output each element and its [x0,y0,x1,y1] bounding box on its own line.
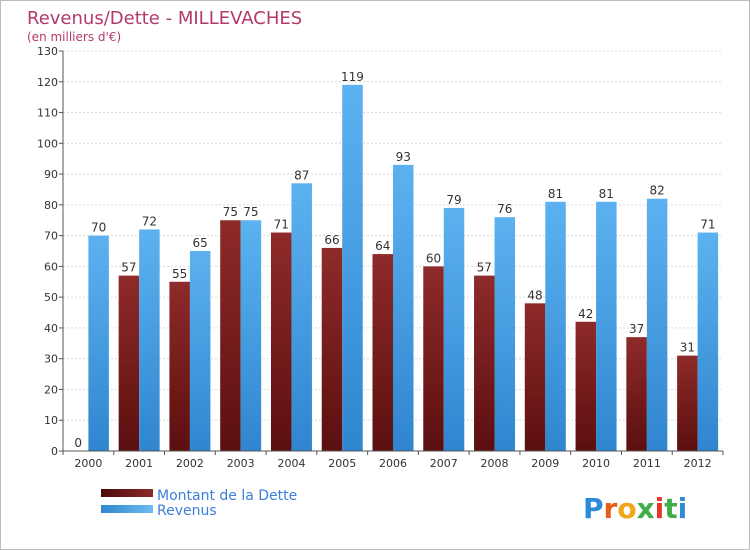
bar-dette [321,247,343,451]
bar-revenus [189,251,211,451]
chart-title: Revenus/Dette - MILLEVACHES [27,8,302,29]
x-tick-label: 2006 [379,457,407,470]
data-labels: 0 70 57 72 55 65 75 75 71 87 66 119 64 93 60 79 57 76 48 81… [74,70,715,450]
data-label: 87 [294,168,309,182]
bar-revenus [393,164,414,451]
y-tick-label: 50 [44,291,58,304]
legend: Montant de la Dette Revenus [101,488,297,519]
bar-dette [220,220,241,451]
data-label: 55 [172,267,187,281]
bar-revenus [240,220,262,451]
bar-revenus [88,235,109,451]
x-tick-label: 2005 [328,457,356,470]
data-label: 71 [274,218,289,232]
logo-letter: x [637,492,655,525]
logo-letter: P [583,492,604,525]
data-label: 31 [680,341,695,355]
bar-dette [626,337,647,451]
bar-revenus [697,232,719,451]
legend-swatch-revenus [101,505,153,513]
bar-dette [677,355,698,451]
bar-dette [270,232,292,451]
data-label: 70 [91,221,106,235]
data-label: 48 [527,288,542,302]
bars-group [88,84,719,452]
data-label: 75 [243,205,258,219]
data-label: 79 [446,193,461,207]
x-tick-label: 2001 [125,457,153,470]
bar-revenus [545,201,566,451]
bar-revenus [139,229,160,451]
y-axis-ticks: 0 10 20 30 40 50 60 70 80 90 100 110 120 130 [37,45,63,458]
legend-label-revenus: Revenus [157,503,217,519]
logo-letter: o [617,492,636,525]
bar-dette [474,275,495,451]
x-tick-label: 2011 [633,457,661,470]
legend-label-debt: Montant de la Dette [157,488,297,504]
logo-letter: t [664,492,677,525]
x-tick-label: 2010 [582,457,610,470]
bar-revenus [443,207,465,451]
data-label: 76 [497,202,512,216]
data-label: 75 [223,205,238,219]
x-tick-label: 2007 [430,457,458,470]
y-tick-label: 100 [37,137,58,150]
logo-letter: i [655,492,665,525]
x-tick-label: 2012 [684,457,712,470]
legend-swatch-debt [101,489,153,497]
x-tick-label: 2000 [74,457,102,470]
proxiti-logo: Proxiti [583,492,687,525]
data-label: 65 [193,236,208,250]
data-label: 72 [142,214,157,228]
data-label: 82 [649,184,664,198]
data-label: 57 [121,261,136,275]
y-tick-label: 20 [44,383,58,396]
y-tick-label: 70 [44,230,58,243]
x-tick-label: 2008 [481,457,509,470]
bar-revenus [342,84,363,451]
bar-dette [169,281,190,451]
y-tick-label: 130 [37,45,58,58]
x-axis-ticks: 2000 2001 2002 2003 2004 2005 2006 2007 2008 2009… [62,451,724,470]
y-tick-label: 40 [44,322,58,335]
x-tick-label: 2003 [227,457,255,470]
bar-revenus [291,183,312,452]
data-label: 66 [324,233,339,247]
data-label: 64 [375,239,390,253]
data-label: 93 [396,150,411,164]
y-tick-label: 0 [51,445,58,458]
y-tick-label: 120 [37,76,58,89]
data-label: 42 [578,307,593,321]
data-label: 57 [477,261,492,275]
y-tick-label: 30 [44,353,58,366]
logo-letter: i [678,492,688,525]
data-label: 71 [700,218,715,232]
x-tick-label: 2009 [531,457,559,470]
y-tick-label: 80 [44,199,58,212]
data-label: 119 [341,70,364,84]
bar-dette [372,254,393,451]
y-tick-label: 110 [37,107,58,120]
bar-dette [524,303,546,451]
logo-letter: r [604,492,618,525]
bar-revenus [494,217,516,451]
y-tick-label: 90 [44,168,58,181]
data-label: 81 [599,187,614,201]
x-tick-label: 2002 [176,457,204,470]
bar-revenus [646,198,668,451]
bar-dette [423,266,444,451]
y-tick-label: 60 [44,260,58,273]
data-label: 81 [548,187,563,201]
y-tick-label: 10 [44,414,58,427]
data-label: 60 [426,251,441,265]
data-label: 0 [74,436,82,450]
bar-dette [575,321,597,451]
x-tick-label: 2004 [277,457,305,470]
chart-subtitle: (en milliers d'€) [27,30,121,44]
bar-dette [118,275,140,451]
bar-revenus [596,201,617,451]
data-label: 37 [629,322,644,336]
